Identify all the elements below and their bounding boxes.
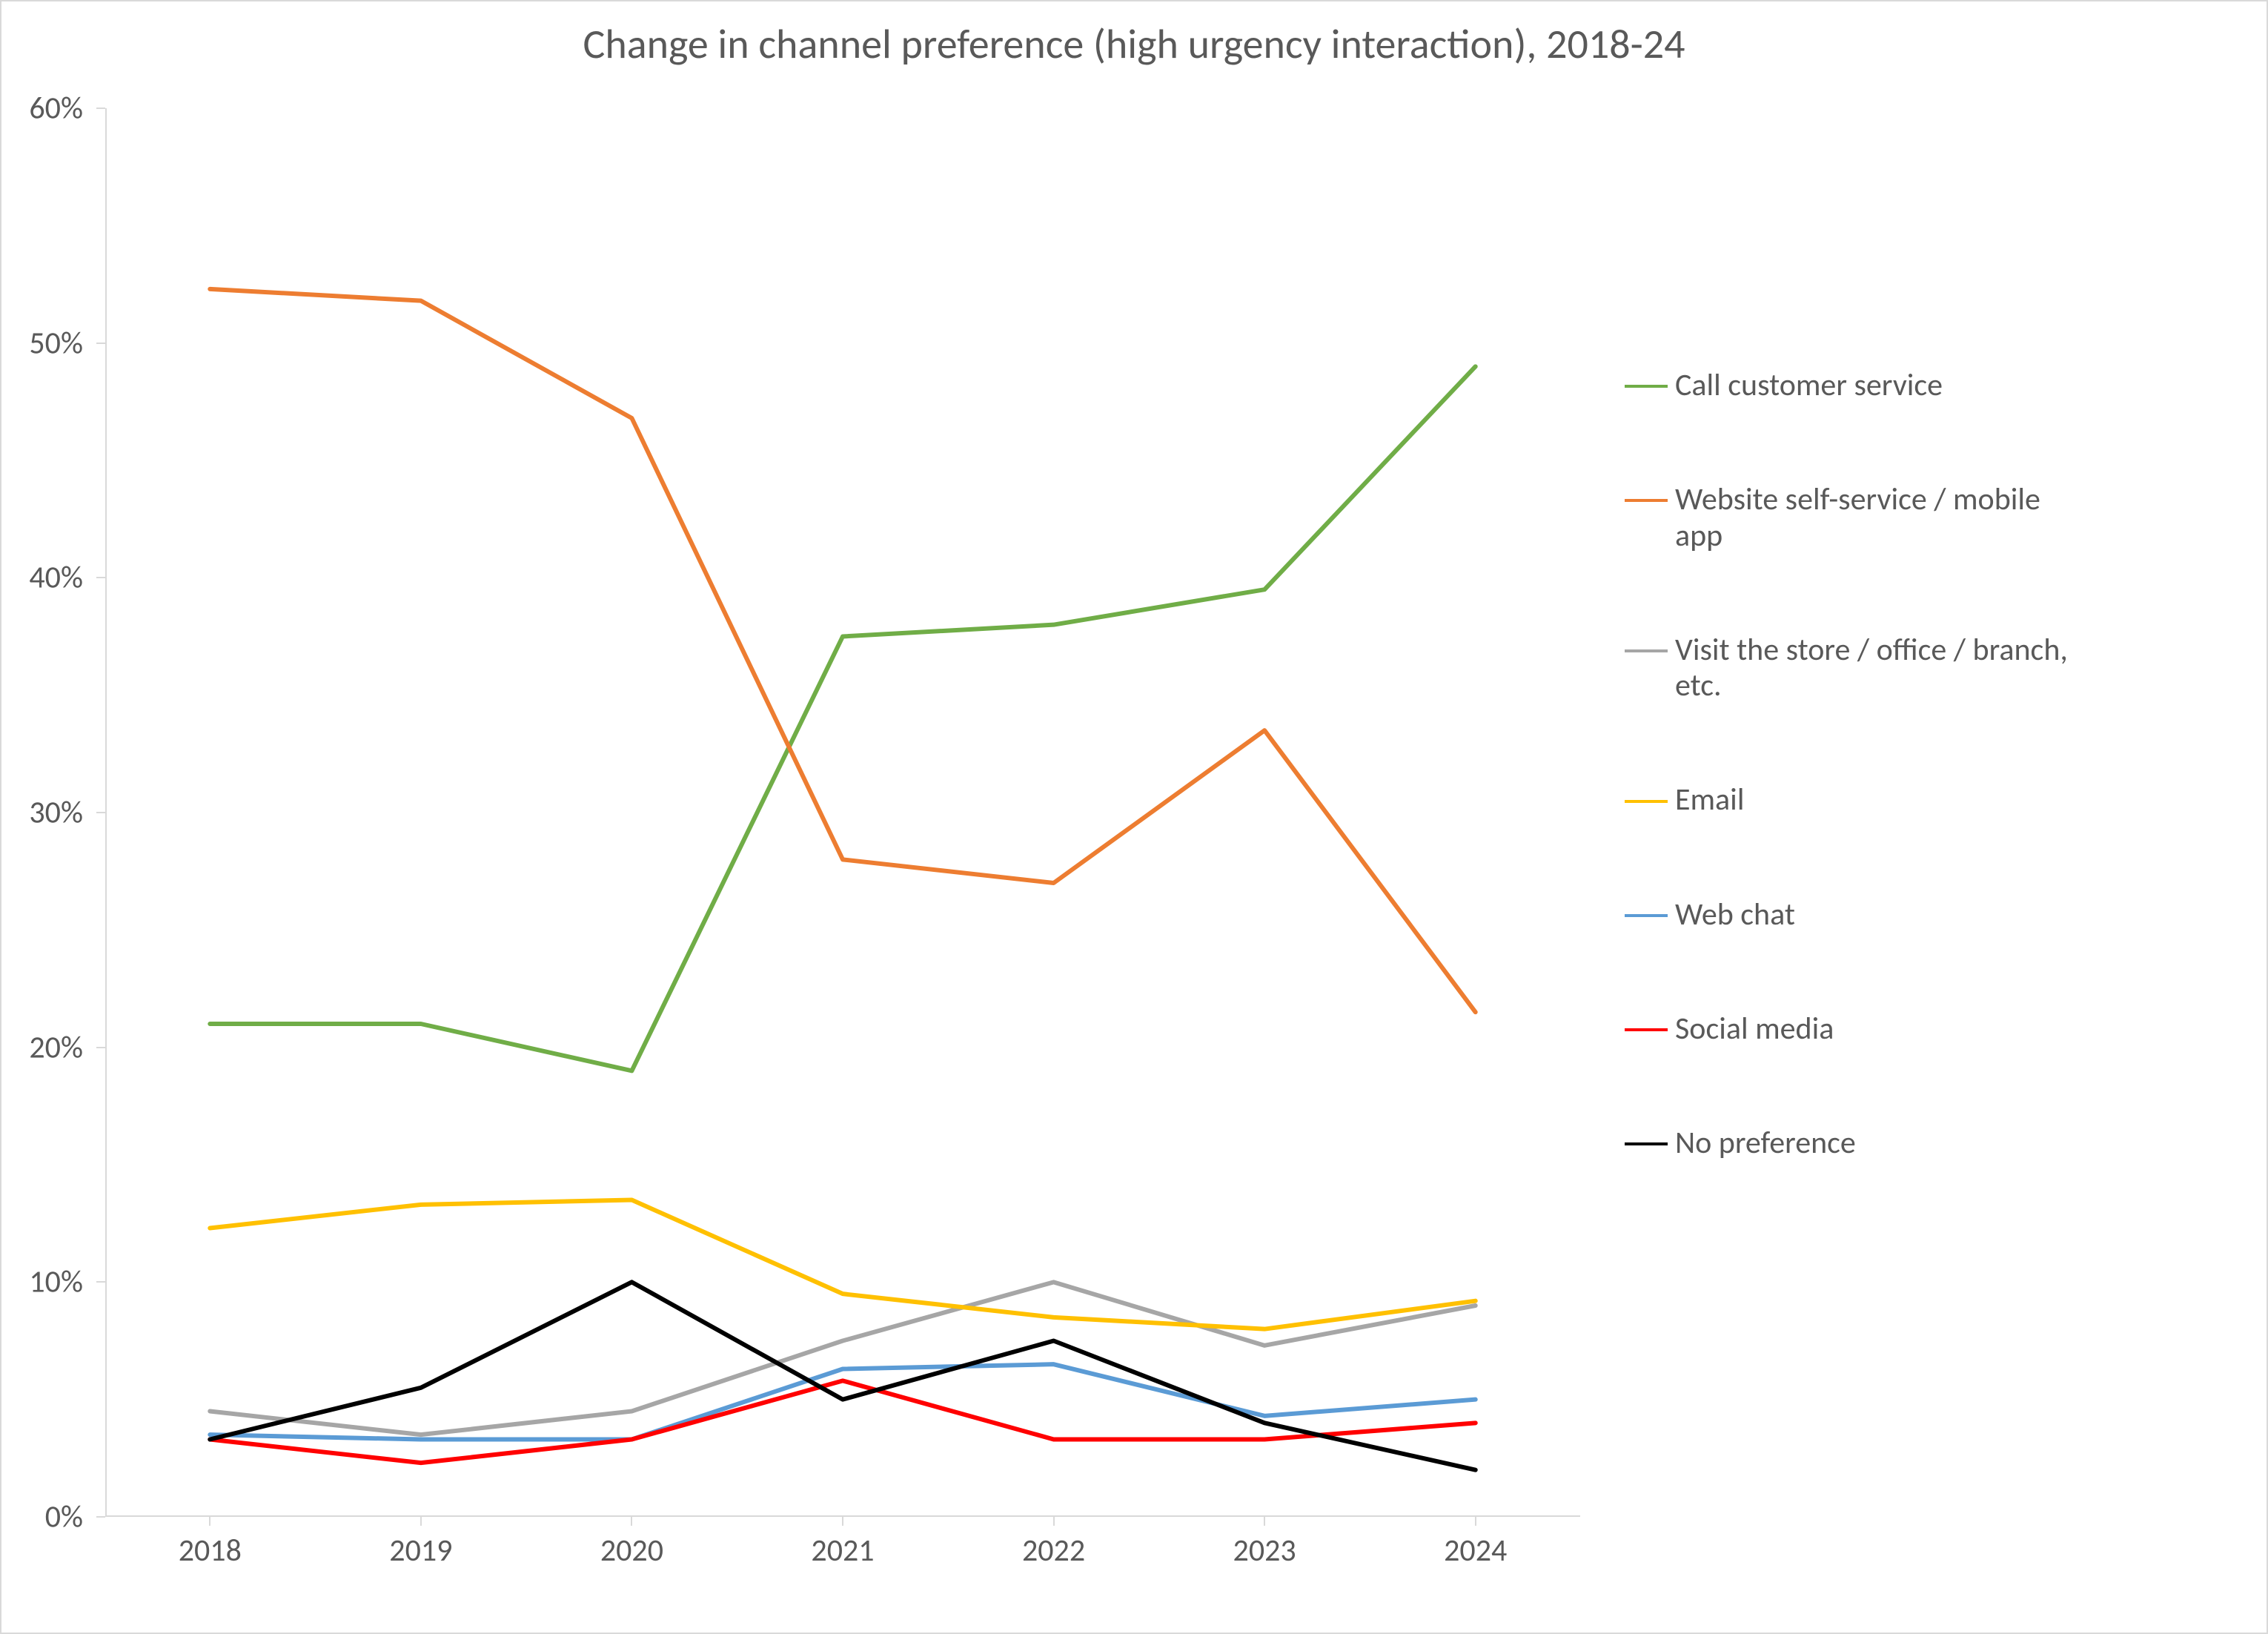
legend-swatch <box>1625 649 1668 652</box>
legend-item: Website self-service / mobile app <box>1625 482 2232 554</box>
legend-item: Email <box>1625 782 2232 818</box>
series-line <box>210 366 1475 1071</box>
series-line <box>210 289 1475 1012</box>
x-tick-label: 2021 <box>811 1517 874 1570</box>
x-tick-label: 2024 <box>1444 1517 1507 1570</box>
x-tick-label: 2020 <box>600 1517 663 1570</box>
line-series-svg <box>105 108 1580 1517</box>
y-axis-line <box>105 108 107 1517</box>
legend-label: Social media <box>1675 1011 1834 1047</box>
y-tick-label: 10% <box>29 1263 105 1301</box>
y-tick-label: 30% <box>29 794 105 832</box>
x-tick-label: 2019 <box>389 1517 452 1570</box>
legend-item: Social media <box>1625 1011 2232 1047</box>
legend-swatch <box>1625 385 1668 388</box>
chart-container: Change in channel preference (high urgen… <box>0 0 2268 1634</box>
legend-swatch <box>1625 914 1668 917</box>
chart-title: Change in channel preference (high urgen… <box>1 19 2267 70</box>
legend-label: No preference <box>1675 1125 1856 1161</box>
legend-label: Email <box>1675 782 1744 818</box>
y-tick-label: 60% <box>29 90 105 128</box>
legend-swatch <box>1625 1142 1668 1145</box>
legend-label: Visit the store / office / branch, etc. <box>1675 632 2075 704</box>
legend-item: Web chat <box>1625 897 2232 933</box>
x-tick-label: 2023 <box>1233 1517 1296 1570</box>
x-tick-label: 2022 <box>1022 1517 1085 1570</box>
legend-label: Web chat <box>1675 897 1795 933</box>
legend-label: Call customer service <box>1675 368 1943 403</box>
legend-label: Website self-service / mobile app <box>1675 482 2075 554</box>
y-tick-label: 0% <box>45 1498 105 1536</box>
series-line <box>210 1282 1475 1435</box>
x-tick-label: 2018 <box>179 1517 242 1570</box>
legend-swatch <box>1625 1028 1668 1031</box>
y-tick-label: 50% <box>29 324 105 362</box>
y-tick-label: 20% <box>29 1028 105 1066</box>
legend-swatch <box>1625 800 1668 803</box>
legend: Call customer service Website self-servic… <box>1625 368 2232 1162</box>
legend-item: No preference <box>1625 1125 2232 1161</box>
series-line <box>210 1200 1475 1329</box>
legend-item: Visit the store / office / branch, etc. <box>1625 632 2232 704</box>
y-tick-label: 40% <box>29 559 105 597</box>
legend-item: Call customer service <box>1625 368 2232 403</box>
legend-swatch <box>1625 499 1668 502</box>
plot-area: 0%10%20%30%40%50%60%20182019202020212022… <box>105 108 1580 1517</box>
series-line <box>210 1282 1475 1469</box>
